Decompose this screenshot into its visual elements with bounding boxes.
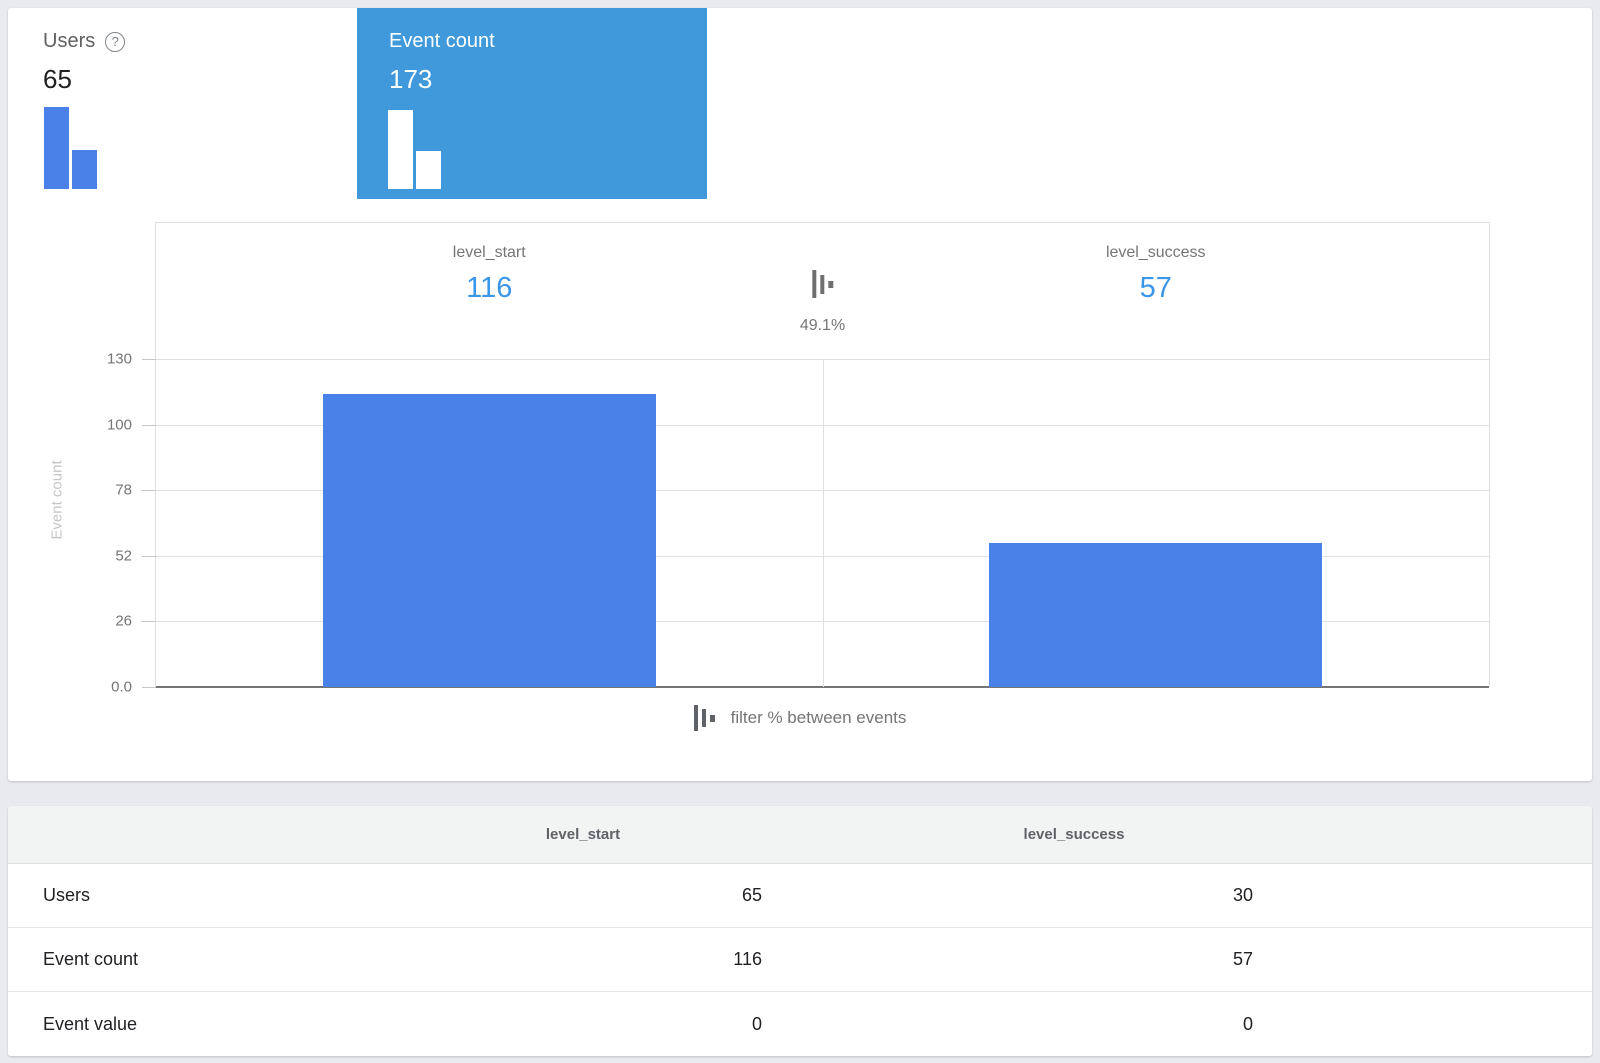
category-group-level-success: level_success 57	[823, 244, 1490, 305]
cell-value: 65	[741, 885, 762, 905]
table-row: Event value 0 0	[8, 992, 1592, 1056]
column-header-level-success: level_success	[1023, 826, 1125, 843]
y-axis-tick-label: 100	[106, 416, 132, 434]
y-axis-tick-mark	[142, 424, 156, 426]
metric-card-row: Users ? 65 Event count 173	[8, 8, 1592, 199]
bar-level-start[interactable]	[322, 394, 656, 687]
cell-value: 116	[733, 949, 762, 969]
category-label: level_start	[452, 244, 526, 261]
between-events-annotation: 49.1%	[800, 270, 845, 335]
between-events-filter-icon[interactable]	[812, 270, 833, 298]
bar-level-success[interactable]	[989, 543, 1323, 687]
y-axis-tick-mark	[142, 687, 156, 688]
event-comparison-table: level_start level_success Users 65 30 Ev…	[8, 806, 1592, 1056]
y-axis-tick-label: 26	[115, 612, 132, 630]
event-comparison-card: Users ? 65 Event count 173 level_start 1…	[8, 8, 1592, 781]
cell-value: 0	[751, 1013, 762, 1034]
y-axis-tick-label: 78	[115, 481, 132, 499]
event-funnel-chart: level_start 116 49.1% level_success 57	[107, 222, 1490, 696]
event-count-metric-card[interactable]: Event count 173	[357, 8, 707, 199]
metric-value: 173	[389, 64, 433, 94]
category-group-level-start: level_start 116	[156, 244, 823, 305]
category-value: 57	[1139, 272, 1172, 304]
help-icon[interactable]: ?	[105, 31, 126, 52]
vertical-gridline	[822, 359, 824, 687]
row-label: Event value	[43, 1013, 138, 1034]
legend-filter-icon	[693, 705, 715, 731]
table-row: Users 65 30	[8, 864, 1592, 928]
metric-label: Users	[43, 30, 96, 52]
column-header-level-start: level_start	[545, 826, 621, 843]
table-row: Event count 116 57	[8, 928, 1592, 992]
plot-area: 130 100 78 52 26 0.0	[107, 351, 1489, 696]
category-label: level_success	[1105, 244, 1206, 261]
users-metric-card[interactable]: Users ? 65	[8, 8, 357, 199]
metric-value: 65	[43, 64, 72, 94]
category-value: 116	[466, 272, 513, 304]
y-axis-tick-mark	[142, 555, 156, 557]
y-axis-tick-label: 0.0	[111, 678, 132, 696]
row-label: Users	[43, 885, 91, 905]
cell-value: 57	[1232, 949, 1253, 969]
mini-bar-chart-icon	[388, 110, 441, 189]
cell-value: 0	[1242, 1013, 1253, 1034]
metric-label: Event count	[389, 30, 495, 52]
legend-label: filter % between events	[730, 708, 907, 727]
chart-legend: filter % between events	[8, 705, 1592, 731]
cell-value: 30	[1232, 885, 1253, 905]
mini-bar-chart-icon	[44, 107, 97, 189]
y-axis-title: Event count	[48, 460, 66, 540]
y-axis-tick-mark	[142, 490, 156, 492]
y-axis-tick-mark	[142, 359, 156, 360]
y-axis-tick-label: 52	[115, 547, 132, 565]
between-events-percentage: 49.1%	[799, 317, 846, 334]
y-axis-tick-label: 130	[106, 350, 132, 368]
table-header-row: level_start level_success	[8, 806, 1592, 864]
row-label: Event count	[43, 949, 139, 969]
y-axis-tick-mark	[142, 621, 156, 623]
x-axis-line	[156, 686, 1489, 688]
